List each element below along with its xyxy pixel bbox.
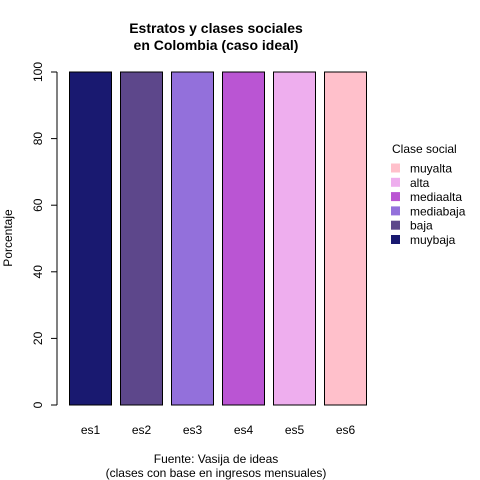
legend-swatch-mediabaja xyxy=(391,206,400,216)
plot-area xyxy=(69,71,367,406)
y-axis-title: Porcentaje xyxy=(1,209,15,267)
y-tick-label: 0 xyxy=(31,401,45,408)
y-axis: 0 20 40 60 80 100 xyxy=(31,62,58,408)
x-axis: es1 es2 es3 es4 es5 es6 xyxy=(81,423,356,437)
legend-label-mediaalta: mediaalta xyxy=(410,190,462,204)
legend-label-baja: baja xyxy=(410,219,433,233)
y-tick-label: 80 xyxy=(31,132,45,146)
chart-title-line2: en Colombia (caso ideal) xyxy=(134,37,299,53)
legend-swatch-baja xyxy=(391,220,400,230)
bar-es4-mediaalta xyxy=(222,71,265,406)
bar-es3-mediabaja xyxy=(171,71,214,406)
bar-es2-baja xyxy=(120,71,163,406)
y-tick-label: 40 xyxy=(31,265,45,279)
x-axis-title-line2: (clases con base en ingresos mensuales) xyxy=(106,466,327,480)
legend-label-alta: alta xyxy=(410,176,430,190)
y-tick-label: 60 xyxy=(31,198,45,212)
bar-es1-muybaja xyxy=(69,71,112,406)
legend-swatch-alta xyxy=(391,177,400,187)
bar-es6-muyalta xyxy=(324,71,367,406)
legend-label-muybaja: muybaja xyxy=(410,233,456,247)
x-tick-label: es1 xyxy=(81,423,101,437)
legend-label-muyalta: muyalta xyxy=(410,162,452,176)
x-tick-label: es5 xyxy=(285,423,305,437)
legend-title: Clase social xyxy=(392,142,457,156)
legend: Clase social muyaltaaltamediaaltamediaba… xyxy=(391,142,466,247)
x-tick-label: es2 xyxy=(132,423,152,437)
x-tick-label: es4 xyxy=(234,423,254,437)
legend-swatch-muyalta xyxy=(391,163,400,173)
legend-swatch-muybaja xyxy=(391,235,400,244)
y-tick-label: 20 xyxy=(31,331,45,345)
legend-label-mediabaja: mediabaja xyxy=(410,204,466,218)
x-tick-label: es3 xyxy=(183,423,203,437)
chart-title-line1: Estratos y clases sociales xyxy=(129,20,303,36)
x-axis-title-line1: Fuente: Vasija de ideas xyxy=(154,452,279,466)
legend-swatch-mediaalta xyxy=(391,192,400,202)
x-tick-label: es6 xyxy=(336,423,356,437)
bar-es5-alta xyxy=(273,71,316,406)
y-tick-label: 100 xyxy=(31,62,45,82)
